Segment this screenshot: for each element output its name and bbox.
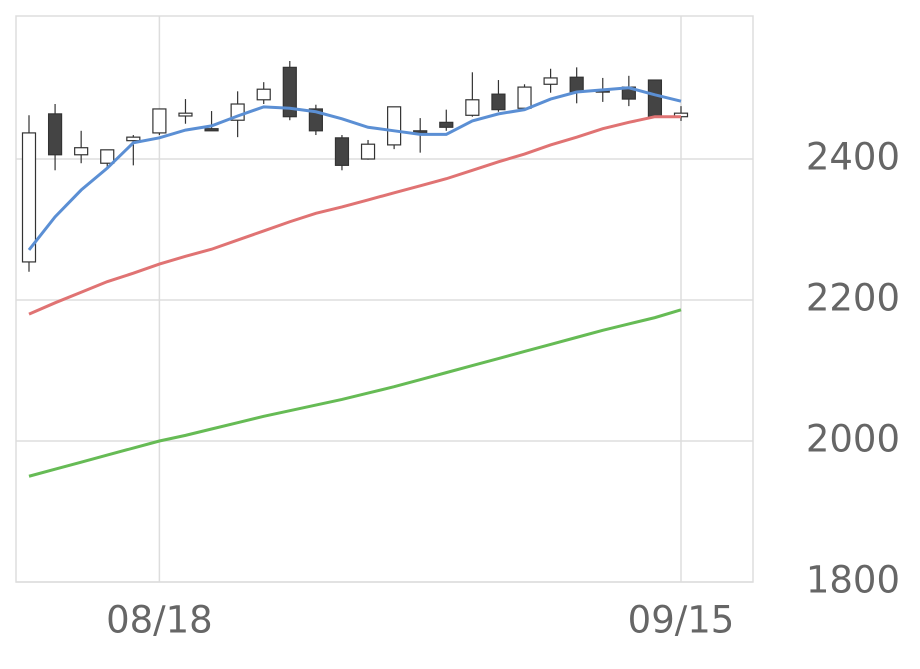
x-tick-label: 09/15 [628, 599, 735, 642]
plot-frame [15, 15, 754, 583]
x-tick-label: 08/18 [106, 599, 213, 642]
candle-body [100, 149, 115, 164]
moving-average-line [28, 115, 681, 316]
y-tick-label: 2000 [806, 418, 900, 461]
candle-body [126, 136, 141, 142]
candle-body [334, 137, 350, 166]
candle-body [465, 99, 480, 116]
candle-body [178, 112, 193, 117]
candle-body [308, 108, 323, 132]
candle-body [74, 147, 89, 156]
candle-body [439, 121, 454, 128]
candle-body [543, 77, 558, 85]
candle-body [152, 108, 167, 134]
candle-body [204, 128, 219, 132]
y-tick-label: 2400 [806, 136, 900, 179]
candle-body [21, 132, 37, 263]
y-tick-label: 1800 [806, 559, 900, 602]
candle-body [569, 76, 584, 93]
candle-body [517, 86, 532, 109]
y-tick-label: 2200 [806, 277, 900, 320]
moving-average-line [27, 86, 682, 251]
candle-body [360, 143, 376, 160]
candle-body [647, 79, 663, 118]
candle-body [47, 113, 63, 156]
candle-body [282, 66, 297, 118]
candle-body [387, 106, 402, 146]
moving-average-line [28, 308, 682, 478]
candle-body [256, 88, 271, 101]
candle-body [491, 93, 506, 111]
